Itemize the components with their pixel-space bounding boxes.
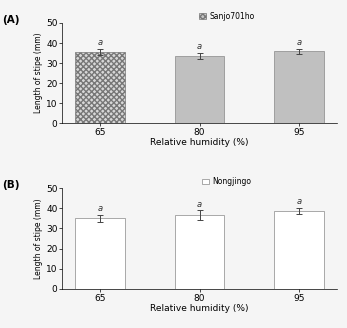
Text: a: a xyxy=(297,197,302,206)
Bar xyxy=(274,211,324,289)
Text: a: a xyxy=(197,200,202,209)
Text: (B): (B) xyxy=(2,180,20,190)
Y-axis label: Length of stipe (mm): Length of stipe (mm) xyxy=(34,33,43,113)
Bar xyxy=(274,51,324,123)
Text: a: a xyxy=(97,204,102,213)
Text: a: a xyxy=(97,38,102,48)
Text: a: a xyxy=(297,38,302,48)
Text: (A): (A) xyxy=(2,15,20,25)
X-axis label: Relative humidity (%): Relative humidity (%) xyxy=(150,138,249,148)
Legend: Sanjo701ho: Sanjo701ho xyxy=(199,12,255,21)
Legend: Nongjingo: Nongjingo xyxy=(202,177,252,186)
Bar xyxy=(75,218,125,289)
Bar xyxy=(175,215,225,289)
Text: a: a xyxy=(197,42,202,51)
Y-axis label: Length of stipe (mm): Length of stipe (mm) xyxy=(34,198,43,279)
Bar xyxy=(75,52,125,123)
Bar xyxy=(175,56,225,123)
X-axis label: Relative humidity (%): Relative humidity (%) xyxy=(150,304,249,313)
